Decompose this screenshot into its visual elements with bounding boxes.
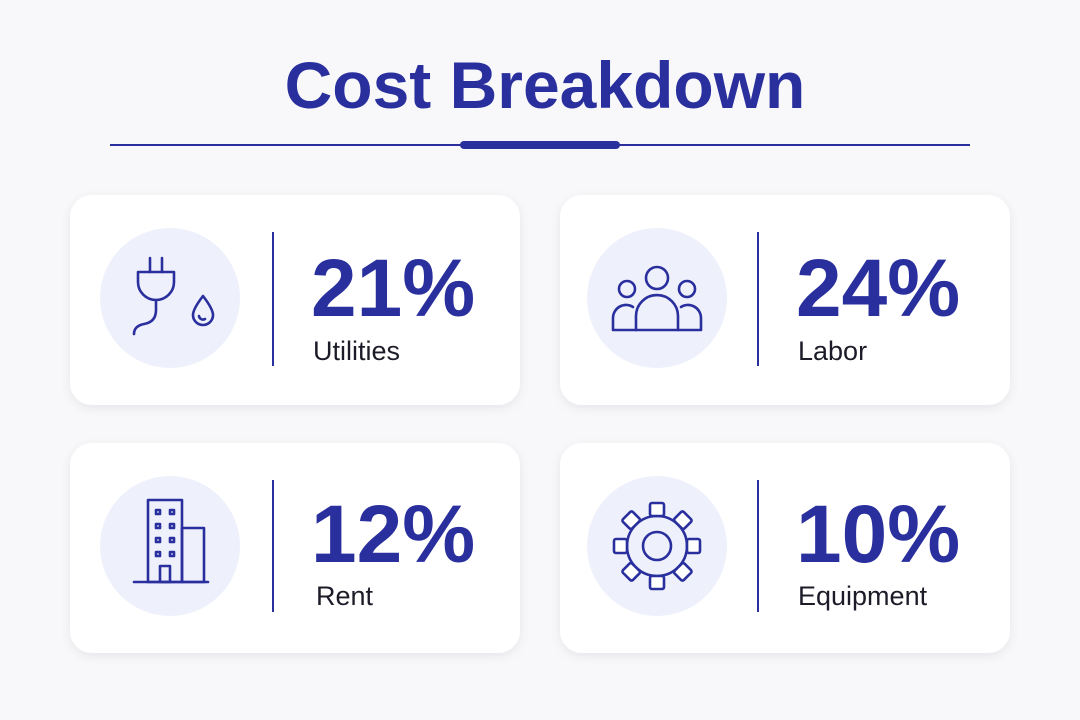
card-value: 12% [311, 489, 475, 580]
card-label: Labor [798, 336, 867, 366]
card: 21% Utilities [70, 195, 520, 405]
card-label: Rent [316, 581, 374, 611]
building-icon [132, 498, 210, 584]
title: Cost Breakdown [285, 48, 806, 122]
card-value: 21% [311, 243, 475, 334]
card: 12% Rent [70, 443, 520, 653]
people-icon [611, 265, 703, 332]
card-label: Equipment [798, 581, 928, 611]
card: 24% Labor [560, 195, 1010, 405]
gear-icon [612, 501, 702, 591]
icon-circle [100, 476, 240, 616]
card: 10% Equipment [560, 443, 1010, 653]
card-value: 10% [796, 489, 960, 580]
card-value: 24% [796, 243, 960, 334]
card-label: Utilities [313, 336, 400, 366]
icon-circle [100, 228, 240, 368]
icon-circle [587, 228, 727, 368]
icon-circle [587, 476, 727, 616]
plug-icon [132, 256, 215, 336]
